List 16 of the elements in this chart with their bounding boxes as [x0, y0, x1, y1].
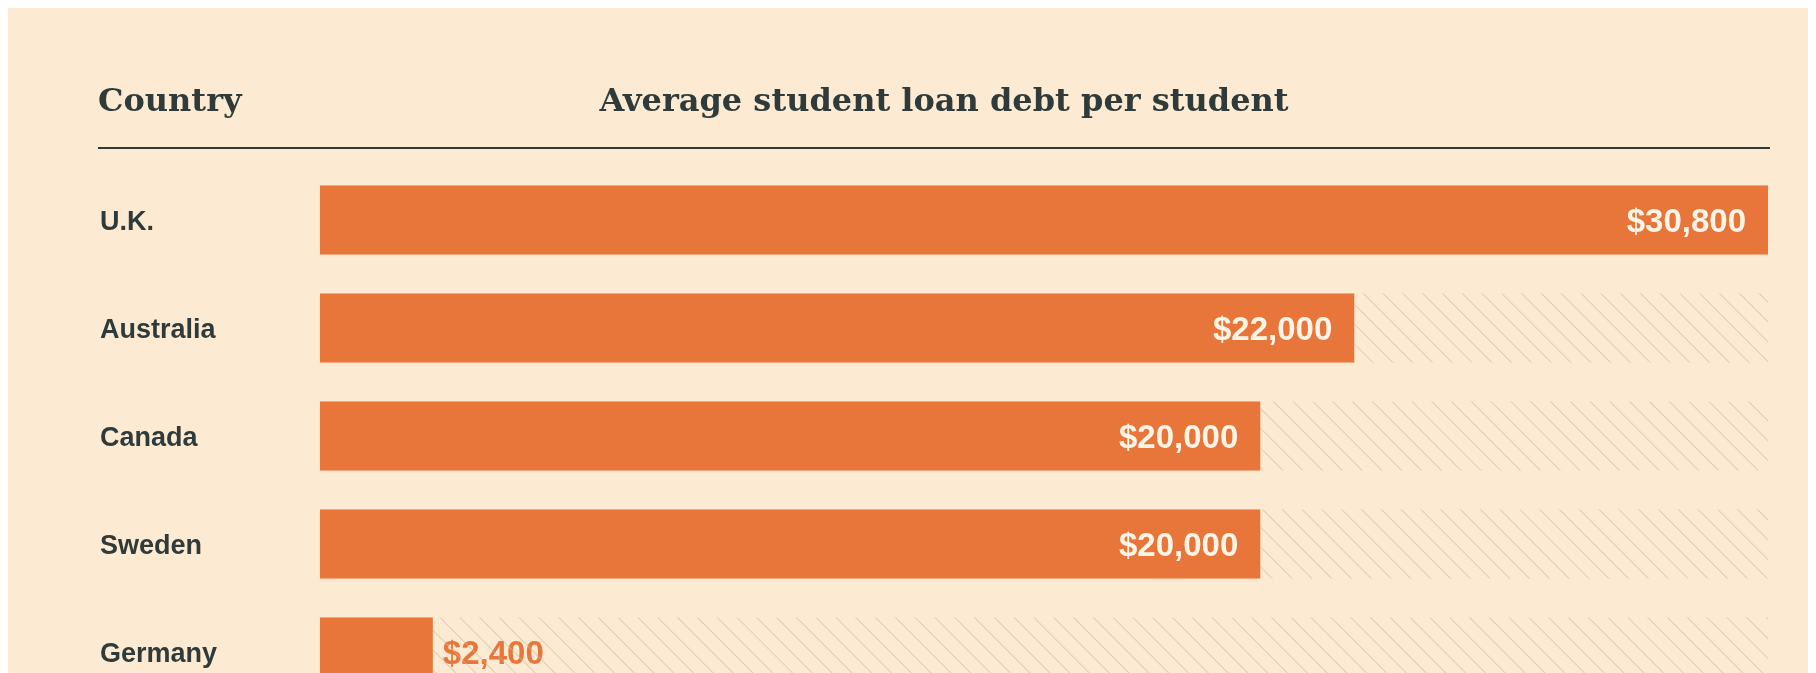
bar: [320, 293, 1355, 363]
y-tick-label: Australia: [100, 313, 217, 344]
data-label: $2,400: [442, 633, 544, 671]
data-label: $30,800: [1626, 201, 1746, 239]
data-label: $20,000: [1118, 525, 1239, 563]
data-label: $20,000: [1118, 417, 1239, 455]
chart-title: Average student loan debt per student: [598, 81, 1289, 120]
bar: [320, 185, 1768, 255]
y-tick-label: U.K.: [100, 205, 154, 236]
data-label: $22,000: [1212, 309, 1333, 347]
y-tick-label: Sweden: [100, 529, 203, 560]
y-tick-label: Canada: [100, 421, 199, 452]
bar: [320, 401, 1261, 471]
y-tick-label: Germany: [100, 637, 218, 668]
y-axis-title: Country: [98, 81, 243, 120]
bar: [320, 509, 1261, 579]
